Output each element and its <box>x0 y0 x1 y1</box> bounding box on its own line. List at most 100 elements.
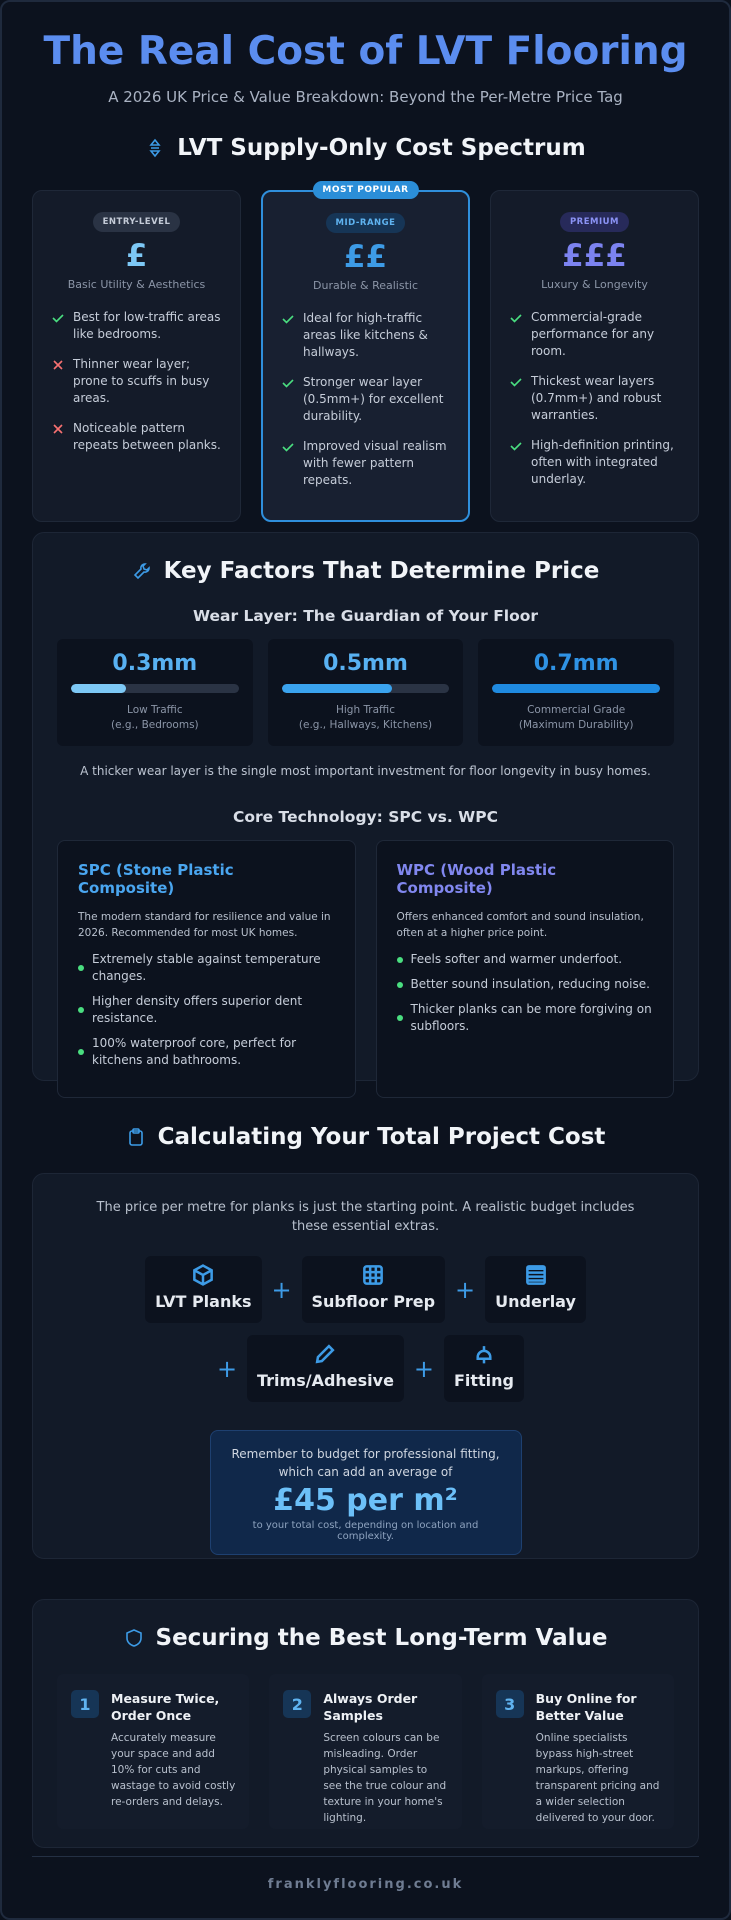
core-point: Higher density offers superior dent resi… <box>78 993 335 1027</box>
tip-body: Measure Twice, Order Once Accurately meas… <box>111 1690 235 1813</box>
tip-body: Always Order Samples Screen colours can b… <box>323 1690 447 1824</box>
icon <box>53 360 63 370</box>
thickness: 0.5mm <box>323 651 408 676</box>
tip-text: Screen colours can be misleading. Order … <box>323 1732 447 1824</box>
plus-sign: + <box>271 1275 292 1304</box>
core-title: WPC (Wood Plastic Composite) <box>396 861 557 897</box>
tier-card: PREMIUM £££ Luxury & Longevity Commercial-g… <box>490 190 699 522</box>
cost-item-label: Subfloor Prep <box>311 1292 436 1311</box>
icon <box>53 424 63 434</box>
reminder: Remember to budget for professional fitt… <box>231 1447 500 1479</box>
icon <box>316 1344 336 1364</box>
subheading: Wear Layer: The Guardian of Your Floor <box>192 607 539 625</box>
thickness: 0.3mm <box>112 651 198 676</box>
traffic-note: (Maximum Durability) <box>518 719 634 731</box>
footnote: to your total cost, depending on locatio… <box>252 1520 479 1542</box>
traffic-label: Low Traffic <box>127 704 183 716</box>
point-list: Best for low-traffic areas like bedrooms… <box>51 309 222 454</box>
icon <box>510 378 522 387</box>
point: Commercial-grade performance for any roo… <box>509 309 680 360</box>
popular-badge: MOST POPULAR <box>312 181 419 199</box>
thickness-fill <box>492 684 660 693</box>
point-text: Commercial-grade performance for any roo… <box>531 310 655 358</box>
point: Thickest wear layers (0.7mm+) and robust… <box>509 373 680 424</box>
tier-symbol: ££ <box>343 239 388 275</box>
wear-card: 0.3mm Low Traffic (e.g., Bedrooms) <box>57 639 253 746</box>
plus-sign: + <box>216 1354 238 1383</box>
icon <box>193 1264 214 1286</box>
point-list: Commercial-grade performance for any roo… <box>509 309 680 488</box>
wear-note: A thicker wear layer is the single most … <box>80 764 651 778</box>
title: The Real Cost of LVT Flooring <box>43 29 688 74</box>
fitting-callout: Remember to budget for professional fitt… <box>209 1430 522 1555</box>
factors-panel: Key Factors That Determine Price Wear La… <box>32 532 699 1098</box>
icon <box>52 314 64 323</box>
tip-text: Accurately measure your space and add 10… <box>111 1732 236 1808</box>
wear-layers: 0.3mm Low Traffic (e.g., Bedrooms) 0.5mm Hig… <box>57 639 674 746</box>
amount: £45 per m² <box>273 1483 458 1518</box>
traffic-label: Commercial Grade <box>527 704 626 716</box>
cost-panel: The price per metre for planks is just t… <box>32 1173 699 1559</box>
tier-symbol: £ <box>125 238 148 274</box>
plus-sign: + <box>413 1354 434 1383</box>
point: Thinner wear layer; prone to scuffs in b… <box>51 356 222 407</box>
tier-tagline: Durable & Realistic <box>313 279 418 292</box>
cost-item: Fitting <box>443 1335 524 1402</box>
point-text: Stronger wear layer (0.5mm+) for excelle… <box>303 375 444 423</box>
intro: The price per metre for planks is just t… <box>96 1200 635 1234</box>
tip-card: 2 Always Order Samples Screen colours can … <box>269 1674 462 1829</box>
subtitle: A 2026 UK Price & Value Breakdown: Beyon… <box>108 88 623 106</box>
wear-card: 0.7mm Commercial Grade (Maximum Durability… <box>478 639 674 746</box>
point: Stronger wear layer (0.5mm+) for excelle… <box>281 374 450 425</box>
tip-card: 3 Buy Online for Better Value Online speci… <box>481 1674 674 1829</box>
icon <box>510 314 522 323</box>
tip-title: Always Order Samples <box>323 1691 418 1723</box>
icon <box>363 1265 384 1285</box>
core-types: SPC (Stone Plastic Composite) The modern … <box>57 840 674 1098</box>
point: Improved visual realism with fewer patte… <box>281 438 450 489</box>
point-text: Ideal for high-traffic areas like kitche… <box>303 311 428 359</box>
point: Best for low-traffic areas like bedrooms… <box>51 309 222 343</box>
tier-card: MOST POPULAR MID-RANGE ££ Durable & Realist… <box>261 181 470 522</box>
plus-sign: + <box>455 1275 476 1304</box>
icon <box>510 442 522 451</box>
icon <box>282 315 294 324</box>
tip-number: 1 <box>71 1690 99 1718</box>
core-point: Thicker planks can be more forgiving on … <box>397 1001 654 1035</box>
footer: franklyflooring.co.uk <box>32 1856 699 1892</box>
core-point: Feels softer and warmer underfoot. <box>397 951 654 968</box>
cost-item-label: LVT Planks <box>155 1292 252 1311</box>
heading-text: Securing the Best Long-Term Value <box>155 1625 608 1651</box>
cost-items: LVT Planks + Subfloor Prep + Underlay + Trims/… <box>126 1256 606 1402</box>
point-list: Ideal for high-traffic areas like kitche… <box>281 310 450 489</box>
subheading: Core Technology: SPC vs. WPC <box>232 808 498 826</box>
tier-tagline: Basic Utility & Aesthetics <box>67 278 206 291</box>
point-text: Thickest wear layers (0.7mm+) and robust… <box>531 374 662 422</box>
tier-symbol: £££ <box>562 238 627 274</box>
tip-title: Measure Twice, Order Once <box>111 1691 220 1723</box>
cost-item: Subfloor Prep <box>301 1256 446 1323</box>
core-point: 100% waterproof core, perfect for kitche… <box>78 1035 335 1069</box>
icon <box>525 1265 546 1285</box>
point: High-definition printing, often with int… <box>509 437 680 488</box>
core-description: The modern standard for resilience and v… <box>78 911 331 939</box>
wear-card: 0.5mm High Traffic (e.g., Hallways, Kitche… <box>267 639 464 746</box>
section-heading: Calculating Your Total Project Cost <box>32 1121 699 1153</box>
traffic-note: (e.g., Bedrooms) <box>111 719 199 731</box>
point-text: Thinner wear layer; prone to scuffs in b… <box>73 357 210 405</box>
tier-card: ENTRY-LEVEL £ Basic Utility & Aesthetics Be… <box>32 190 241 522</box>
thickness-bar <box>71 684 239 693</box>
tier-tagline: Luxury & Longevity <box>541 278 648 291</box>
traffic-label: High Traffic <box>335 704 395 716</box>
tip-number: 2 <box>283 1690 312 1718</box>
thickness: 0.7mm <box>533 651 619 676</box>
thickness-bar <box>492 684 660 693</box>
point: Noticeable pattern repeats between plank… <box>51 420 222 454</box>
tier-cards: ENTRY-LEVEL £ Basic Utility & Aesthetics Be… <box>32 181 699 522</box>
core-description: Offers enhanced comfort and sound insula… <box>396 911 644 939</box>
cost-item: Trims/Adhesive <box>247 1335 404 1402</box>
tip-number: 3 <box>495 1690 524 1718</box>
heading-text: Key Factors That Determine Price <box>163 558 600 584</box>
icon <box>282 379 294 388</box>
value-panel: Securing the Best Long-Term Value 1 Measu… <box>32 1599 699 1848</box>
